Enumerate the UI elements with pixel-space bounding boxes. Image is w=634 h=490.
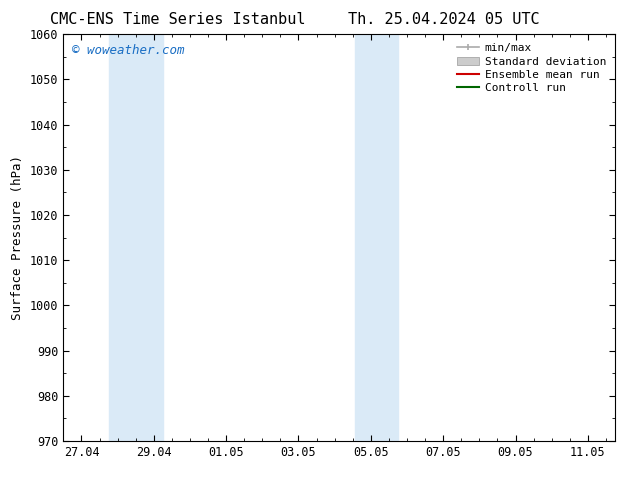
Bar <box>108 34 163 441</box>
Y-axis label: Surface Pressure (hPa): Surface Pressure (hPa) <box>11 155 25 320</box>
Text: CMC-ENS Time Series Istanbul: CMC-ENS Time Series Istanbul <box>50 12 305 27</box>
Text: Th. 25.04.2024 05 UTC: Th. 25.04.2024 05 UTC <box>348 12 540 27</box>
Bar <box>354 34 398 441</box>
Legend: min/max, Standard deviation, Ensemble mean run, Controll run: min/max, Standard deviation, Ensemble me… <box>453 40 609 97</box>
Text: © woweather.com: © woweather.com <box>72 45 184 57</box>
